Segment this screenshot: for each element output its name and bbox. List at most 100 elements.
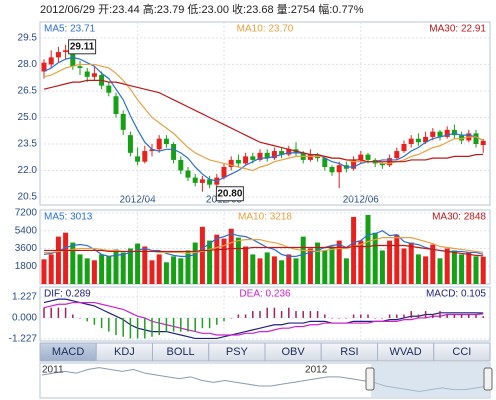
volume-bar bbox=[214, 234, 220, 284]
volume-bar bbox=[185, 250, 191, 284]
navigator-label: 2012 bbox=[305, 365, 328, 376]
candle-body bbox=[135, 156, 141, 162]
candle-body bbox=[444, 129, 450, 137]
macd-bar bbox=[482, 316, 484, 318]
macd-bar bbox=[439, 311, 441, 318]
tab-label[interactable]: BOLL bbox=[167, 346, 195, 358]
candle-body bbox=[307, 154, 313, 160]
y-tick-label: 1.227 bbox=[12, 292, 37, 303]
tab-label[interactable]: OBV bbox=[282, 346, 306, 358]
volume-bar bbox=[437, 258, 443, 284]
legend-label: MA5: 23.71 bbox=[44, 24, 96, 35]
macd-bar bbox=[180, 317, 182, 332]
legend-label: DIF: 0.289 bbox=[44, 289, 91, 300]
macd-bar bbox=[158, 317, 160, 336]
macd-bar bbox=[316, 311, 319, 318]
candle-body bbox=[329, 166, 335, 173]
tab-label[interactable]: RSI bbox=[340, 346, 358, 358]
volume-bar bbox=[480, 256, 486, 284]
volume-bar bbox=[41, 259, 47, 284]
candle-body bbox=[221, 166, 227, 178]
volume-bar bbox=[358, 240, 364, 284]
y-tick-label: 22.0 bbox=[18, 165, 38, 176]
candle-body bbox=[322, 158, 328, 167]
tab-label[interactable]: WVAD bbox=[390, 346, 422, 358]
candle-body bbox=[430, 131, 436, 137]
tab[interactable] bbox=[433, 342, 491, 362]
candle-body bbox=[192, 177, 198, 183]
candle-body bbox=[243, 156, 249, 164]
candle-body bbox=[207, 179, 213, 185]
indicator-tabs: MACD KDJ BOLL PSY OBV RSI WVAD CCI bbox=[39, 342, 491, 362]
candle-body bbox=[423, 136, 429, 143]
candle-body bbox=[279, 151, 285, 155]
macd-bar bbox=[252, 311, 254, 318]
candle-body bbox=[171, 144, 177, 160]
volume-bar bbox=[336, 240, 342, 284]
navigator-handle-left[interactable] bbox=[365, 367, 375, 391]
volume-bar bbox=[315, 242, 321, 284]
candle-body bbox=[199, 179, 205, 183]
volume-bar bbox=[163, 262, 169, 284]
macd-bar bbox=[266, 307, 268, 318]
macd-bar bbox=[86, 317, 88, 322]
series-line bbox=[44, 244, 484, 257]
macd-bar bbox=[79, 317, 81, 319]
volume-bar bbox=[401, 248, 407, 284]
candle-body bbox=[70, 53, 76, 67]
volume-bar bbox=[394, 234, 400, 284]
macd-bar bbox=[403, 314, 405, 318]
macd-bar bbox=[280, 311, 283, 318]
volume-bar bbox=[415, 254, 421, 284]
macd-bar bbox=[108, 317, 110, 332]
volume-bar bbox=[430, 244, 436, 284]
macd-bar bbox=[432, 314, 434, 318]
navigator-selection[interactable] bbox=[371, 364, 489, 397]
candle-body bbox=[156, 138, 162, 150]
macd-bar bbox=[201, 317, 204, 329]
candle-body bbox=[41, 62, 47, 72]
candle-body bbox=[286, 149, 292, 155]
macd-bar bbox=[331, 317, 333, 319]
series-line bbox=[43, 230, 484, 257]
macd-bar bbox=[374, 317, 376, 319]
volume-bar bbox=[120, 252, 126, 284]
candle-body bbox=[351, 159, 357, 169]
annotation-box bbox=[68, 39, 97, 55]
volume-bar bbox=[142, 246, 148, 284]
candle-body bbox=[451, 129, 457, 136]
y-tick-label: 7200 bbox=[15, 208, 38, 219]
volume-bar bbox=[365, 214, 371, 284]
header: 2012/06/29 开:23.44 高:23.79 低:23.00 收:23.… bbox=[40, 2, 364, 16]
volume-bar bbox=[351, 216, 357, 284]
macd-bar bbox=[453, 314, 456, 318]
candle-body bbox=[55, 52, 61, 58]
candle-body bbox=[336, 165, 342, 173]
candle-body bbox=[178, 159, 184, 171]
legend-label: MACD: 0.105 bbox=[426, 289, 486, 300]
tab-label[interactable]: CCI bbox=[452, 346, 471, 358]
volume-bar bbox=[257, 258, 263, 284]
tab-label[interactable]: PSY bbox=[226, 346, 249, 358]
navigator-label: 2011 bbox=[42, 365, 64, 376]
candle-body bbox=[113, 96, 119, 114]
y-tick-label: 0.000 bbox=[12, 313, 37, 324]
navigator-handle-right[interactable] bbox=[483, 367, 493, 391]
legend-label: MA5: 3013 bbox=[44, 212, 93, 223]
y-tick-label: 20.5 bbox=[18, 192, 38, 203]
volume-bar bbox=[307, 248, 313, 284]
legend-label: MA30: 22.91 bbox=[429, 24, 486, 35]
annotation: 29.11 bbox=[70, 41, 95, 52]
volume-bar bbox=[91, 260, 97, 284]
tab-label[interactable]: MACD bbox=[52, 346, 84, 358]
tab-label[interactable]: KDJ bbox=[114, 346, 135, 358]
candle-body bbox=[358, 154, 364, 160]
macd-bar bbox=[230, 317, 232, 319]
volume-bar bbox=[459, 254, 465, 284]
macd-bar bbox=[460, 314, 463, 318]
macd-bar bbox=[309, 311, 312, 318]
candle-body bbox=[459, 135, 465, 141]
candle-body bbox=[48, 57, 54, 65]
macd-bar bbox=[100, 317, 103, 329]
candle-body bbox=[415, 138, 421, 143]
